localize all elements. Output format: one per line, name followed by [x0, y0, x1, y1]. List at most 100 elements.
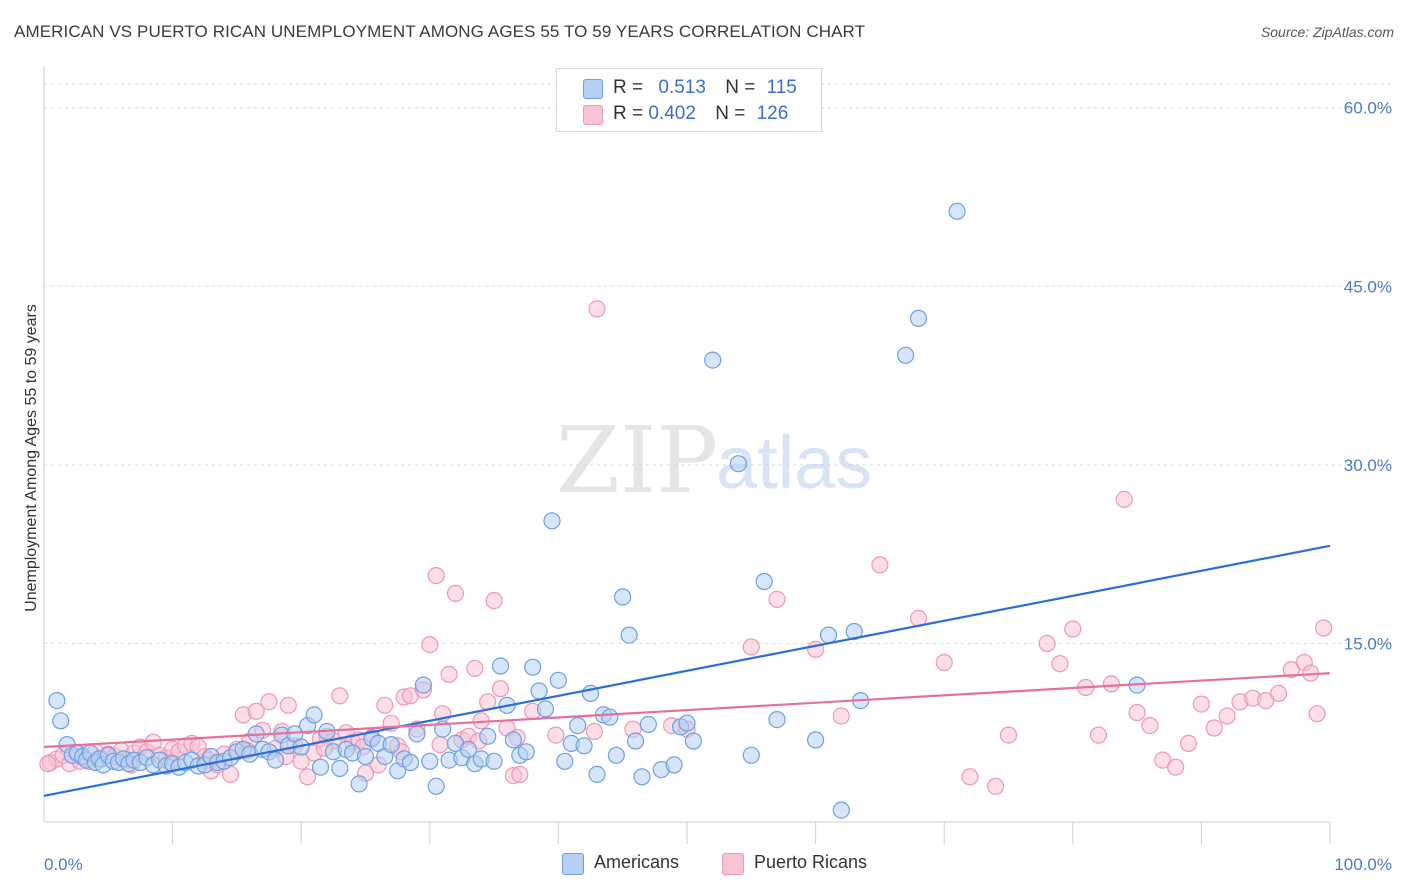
americans-point [504, 731, 523, 749]
americans-point [896, 346, 915, 364]
puerto-ricans-swatch [583, 105, 603, 125]
puerto-ricans-r-label: R = [613, 103, 649, 124]
americans-point [684, 732, 703, 750]
americans-point [832, 801, 850, 819]
americans-legend-label: Americans [594, 852, 680, 872]
americans-point [678, 714, 696, 732]
puerto-ricans-point [1269, 684, 1288, 703]
americans-legend-swatch [562, 853, 584, 875]
puerto-ricans-point [247, 702, 265, 720]
americans-point [305, 706, 323, 724]
americans-point [530, 682, 548, 700]
puerto-ricans-point [1154, 751, 1172, 769]
x-tick-label: 100.0% [1334, 855, 1392, 874]
americans-trend-line [43, 544, 1331, 797]
americans-point [620, 626, 638, 644]
puerto-ricans-point [299, 768, 317, 786]
americans-point [331, 759, 349, 778]
americans-point [427, 777, 445, 795]
puerto-ricans-point [485, 591, 503, 610]
puerto-ricans-point [376, 696, 394, 714]
puerto-ricans-point [1205, 719, 1223, 737]
americans-point [601, 708, 619, 726]
puerto-ricans-point [1038, 634, 1056, 653]
puerto-ricans-point [1167, 758, 1185, 776]
americans-point [768, 710, 786, 729]
americans-point [614, 588, 632, 606]
americans-point [626, 732, 645, 750]
puerto-ricans-point [1314, 619, 1333, 637]
puerto-ricans-point [1282, 660, 1301, 679]
americans-point [414, 676, 432, 694]
americans-point [543, 512, 561, 530]
puerto-ricans-point [1089, 726, 1108, 744]
americans-point [704, 351, 722, 369]
americans-point [549, 671, 568, 689]
correlation-legend: R = 0.513 N = 115 R = 0.402 N = 126 [556, 68, 822, 132]
americans-point [742, 746, 760, 764]
americans-point [588, 765, 606, 784]
puerto-ricans-point [511, 765, 529, 784]
puerto-ricans-n-value: 126 [756, 103, 789, 124]
americans-r-label: R = [613, 77, 649, 98]
americans-point [356, 747, 375, 766]
americans-point [382, 735, 400, 754]
americans-point [665, 756, 683, 774]
americans-point [569, 716, 587, 735]
americans-point [556, 752, 574, 770]
puerto-ricans-point [961, 768, 979, 786]
puerto-ricans-point [1128, 703, 1146, 722]
puerto-ricans-point [39, 755, 57, 773]
puerto-ricans-point [331, 687, 349, 705]
americans-n-value: 115 [766, 77, 797, 98]
puerto-ricans-point [466, 659, 484, 678]
puerto-ricans-point [832, 707, 850, 725]
americans-point [485, 752, 503, 770]
puerto-ricans-point [1257, 691, 1275, 710]
puerto-ricans-point [427, 566, 445, 585]
puerto-ricans-point [1218, 707, 1236, 725]
americans-point [524, 658, 542, 676]
puerto-ricans-point [588, 300, 606, 318]
y-axis-label: Unemployment Among Ages 55 to 59 years [23, 304, 40, 612]
puerto-ricans-point [1051, 655, 1069, 673]
y-tick-label: 15.0% [1344, 634, 1392, 653]
americans-point [311, 758, 330, 776]
americans-swatch [583, 79, 603, 99]
puerto-ricans-point [1192, 695, 1211, 713]
americans-point [48, 691, 66, 710]
puerto-ricans-point [768, 590, 786, 609]
puerto-ricans-point [547, 726, 565, 744]
puerto-ricans-point [935, 653, 953, 672]
americans-point [607, 746, 625, 764]
americans-point [536, 700, 555, 718]
puerto-ricans-point [871, 556, 889, 574]
puerto-ricans-legend-label: Puerto Ricans [754, 852, 868, 872]
watermark-zip: ZIP [556, 407, 718, 514]
puerto-ricans-point [491, 680, 510, 698]
x-tick-label: 0.0% [44, 855, 83, 874]
y-tick-label: 30.0% [1344, 456, 1392, 475]
americans-point [350, 775, 368, 793]
puerto-ricans-point [1179, 734, 1198, 753]
tick-labels: 15.0% 30.0% 45.0% 60.0% 0.0% 100.0% [44, 99, 1392, 874]
puerto-ricans-point [999, 726, 1018, 744]
americans-point [806, 731, 825, 749]
americans-r-value: 0.513 [658, 77, 706, 98]
y-tick-label: 60.0% [1344, 99, 1392, 118]
puerto-ricans-legend-swatch [722, 853, 744, 875]
americans-point [52, 712, 70, 730]
puerto-ricans-n-label: N = [715, 103, 751, 124]
chart-title: AMERICAN VS PUERTO RICAN UNEMPLOYMENT AM… [14, 22, 866, 41]
americans-point [266, 751, 285, 769]
trend-lines [43, 544, 1331, 797]
puerto-ricans-point [1141, 716, 1159, 735]
puerto-ricans-point [1064, 620, 1082, 638]
puerto-ricans-point [585, 722, 604, 741]
americans-point [459, 740, 477, 759]
americans-point [491, 657, 510, 675]
americans-point [819, 626, 838, 644]
americans-n-label: N = [725, 77, 761, 98]
americans-point [421, 752, 439, 770]
americans-point [755, 572, 773, 591]
